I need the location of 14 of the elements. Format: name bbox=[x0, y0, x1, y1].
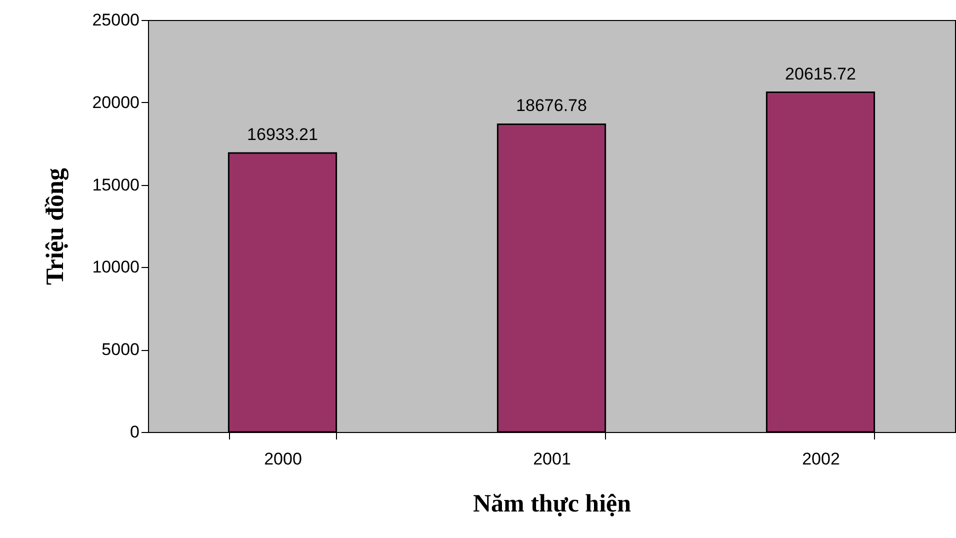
data-label: 18676.78 bbox=[516, 96, 587, 116]
x-tick-label: 2000 bbox=[264, 450, 302, 468]
y-axis-title: Triệu đồng bbox=[42, 168, 70, 285]
y-tick-label: 20000 bbox=[92, 92, 140, 112]
data-label: 16933.21 bbox=[247, 124, 318, 144]
y-tick-label: 0 bbox=[130, 422, 140, 442]
y-tick-label: 25000 bbox=[92, 10, 140, 30]
x-axis-title: Năm thực hiện bbox=[472, 490, 632, 518]
x-tick-label: 2001 bbox=[533, 450, 571, 468]
data-label: 20615.72 bbox=[785, 64, 856, 84]
y-tick-label: 10000 bbox=[92, 258, 140, 277]
x-tick-label: 2002 bbox=[802, 450, 840, 468]
y-tick-label: 5000 bbox=[102, 340, 140, 360]
y-tick-label: 15000 bbox=[92, 175, 140, 194]
